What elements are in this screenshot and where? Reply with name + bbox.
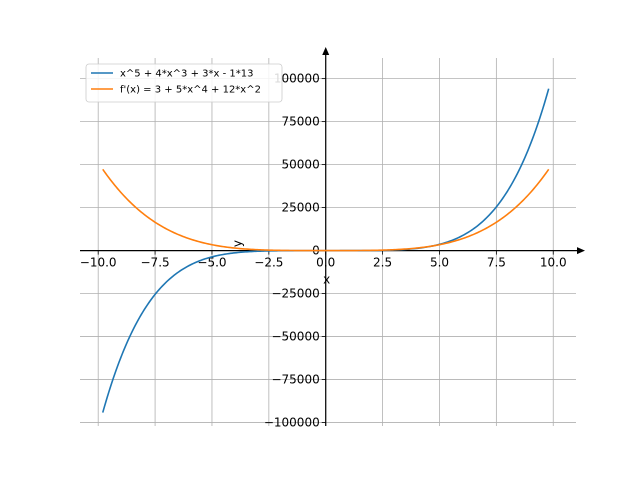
y-axis-label: y — [231, 240, 245, 247]
y-tick-label: 100000 — [274, 72, 320, 86]
y-axis-arrow — [322, 47, 330, 55]
x-tick-label: 10.0 — [540, 256, 567, 270]
axes — [80, 47, 585, 426]
y-tick-label: 25000 — [282, 201, 320, 215]
y-tick-label: 75000 — [282, 115, 320, 129]
x-tick-label: −7.5 — [141, 256, 170, 270]
x-axis-label: x — [323, 273, 330, 287]
series-layer — [101, 88, 550, 413]
x-tick-label: 7.5 — [487, 256, 506, 270]
legend-label: f'(x) = 3 + 5*x^4 + 12*x^2 — [120, 85, 261, 96]
grid-lines — [80, 58, 576, 426]
x-tick-label: 0.0 — [316, 256, 335, 270]
legend-label: x^5 + 4*x^3 + 3*x - 1*13 — [120, 69, 254, 80]
y-tick-label: −50000 — [271, 330, 319, 344]
y-tick-label: −25000 — [271, 287, 319, 301]
tick-marks: −10.0 −7.5 −5.0 −2.5 0.0 2.5 5.0 7.5 10.0−100000… — [80, 72, 567, 430]
x-axis-arrow — [577, 247, 585, 255]
x-tick-label: 5.0 — [430, 256, 449, 270]
y-tick-label: −75000 — [271, 373, 319, 387]
x-tick-label: 2.5 — [373, 256, 392, 270]
y-tick-label: −100000 — [264, 416, 320, 430]
x-tick-label: −2.5 — [254, 256, 283, 270]
series-line — [102, 168, 550, 252]
x-tick-label: −10.0 — [80, 256, 117, 270]
legend-box — [85, 63, 283, 103]
y-tick-label: 50000 — [282, 158, 320, 172]
legend: x^5 + 4*x^3 + 3*x - 1*13 f'(x) = 3 + 5*x^… — [85, 63, 283, 103]
